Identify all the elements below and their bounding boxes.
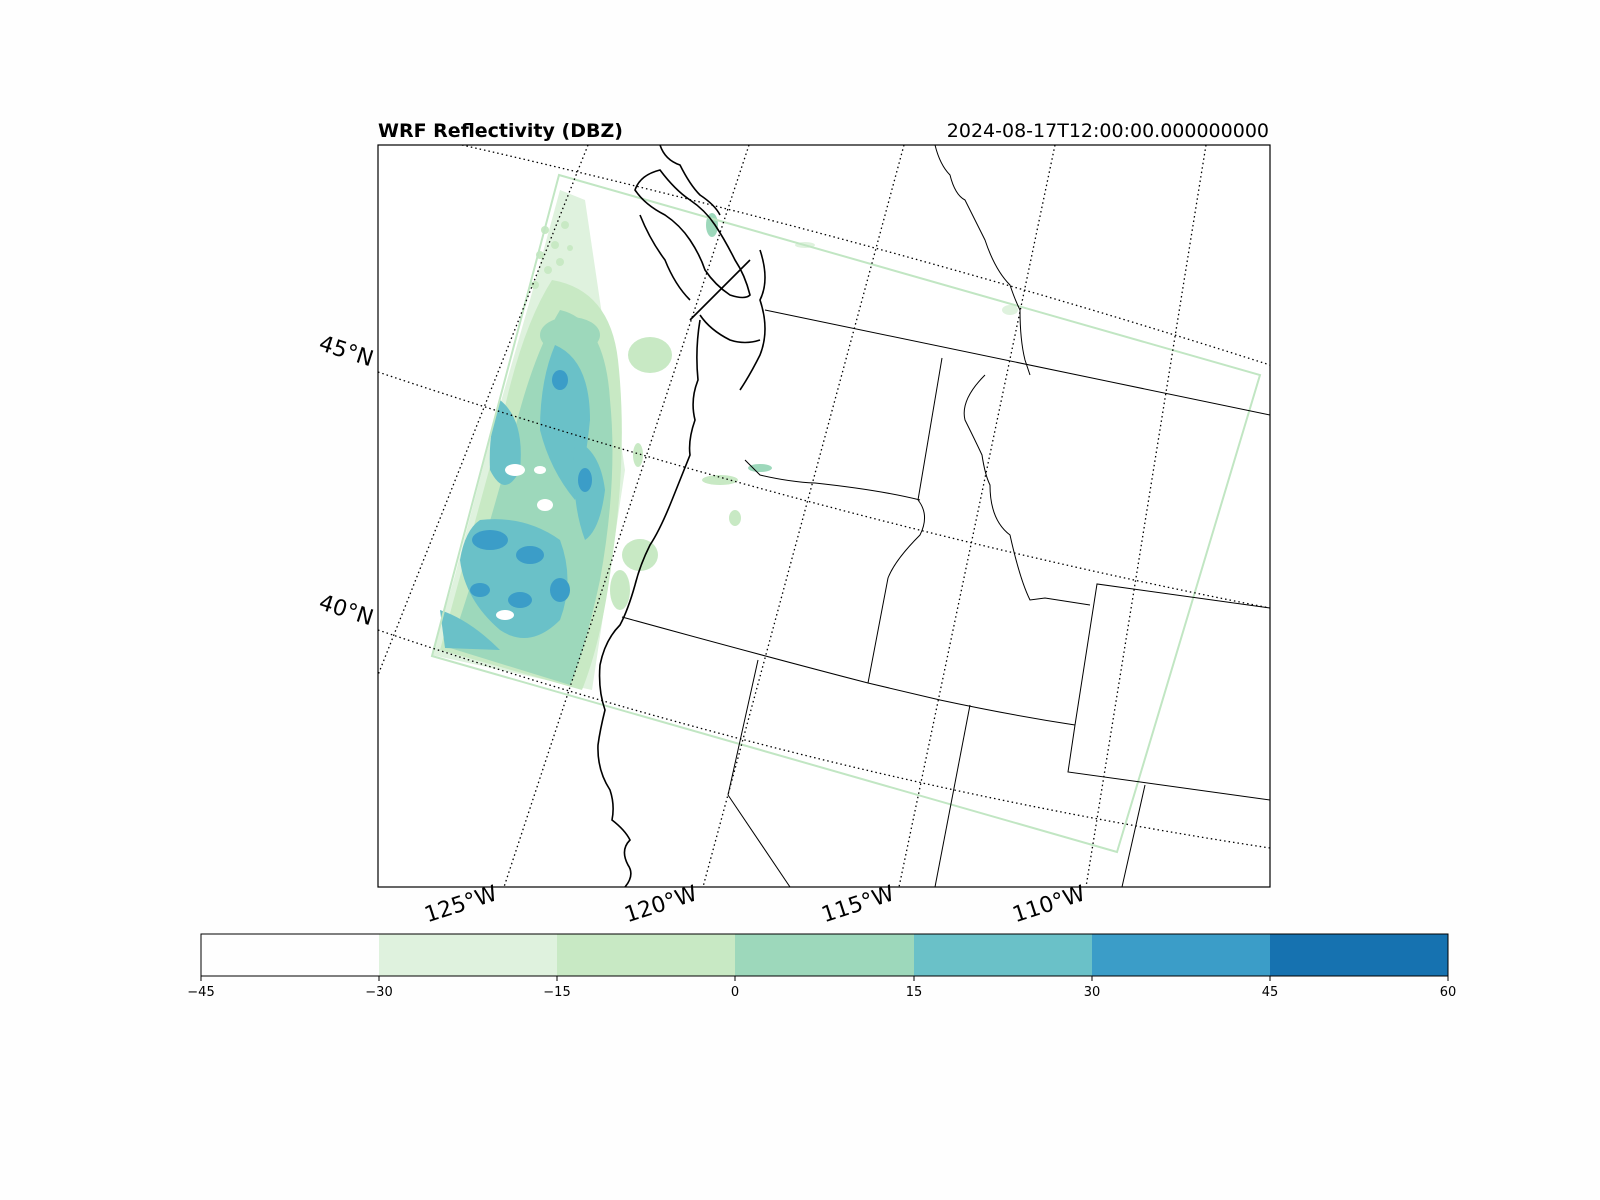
reflectivity-field xyxy=(432,190,1018,690)
lon-label-125w: 125°W xyxy=(422,881,501,928)
colorbar-segment xyxy=(735,934,914,976)
colorbar: −45 −30 −15 0 15 30 45 60 xyxy=(187,933,1457,1000)
lat-label-45n: 45°N xyxy=(316,331,376,372)
colorbar-tick: −45 xyxy=(187,985,214,1000)
lon-label-120w: 120°W xyxy=(622,881,701,928)
colorbar-tick: −30 xyxy=(365,985,392,1000)
domain-outline xyxy=(430,173,1262,854)
lon-label-115w: 115°W xyxy=(819,881,898,928)
map-panel xyxy=(378,145,1270,887)
colorbar-segment xyxy=(914,934,1092,976)
graticule xyxy=(378,145,1270,887)
colorbar-segment xyxy=(379,934,557,976)
puget-sound-coast xyxy=(689,249,766,391)
colorbar-segment xyxy=(1092,934,1270,976)
colorbar-tick: 30 xyxy=(1084,985,1101,1000)
colorbar-frame xyxy=(200,933,1449,977)
colorbar-tick: 45 xyxy=(1262,985,1279,1000)
coastline xyxy=(597,319,701,887)
colorbar-tick: 60 xyxy=(1440,985,1457,1000)
timestamp-label: 2024-08-17T12:00:00.000000000 xyxy=(947,120,1269,142)
lat-label-40n: 40°N xyxy=(316,590,376,631)
map-title: WRF Reflectivity (DBZ) xyxy=(378,120,623,142)
colorbar-segment xyxy=(1270,934,1448,976)
vancouver-island-coast xyxy=(634,169,751,299)
colorbar-segment xyxy=(557,934,735,976)
colorbar-tick: −15 xyxy=(543,985,570,1000)
political-borders xyxy=(621,145,1270,887)
colorbar-segment xyxy=(201,934,379,976)
colorbar-tick: 0 xyxy=(731,985,739,1000)
bc-mainland-coast xyxy=(639,145,721,301)
map-frame xyxy=(377,144,1271,888)
colorbar-tick: 15 xyxy=(906,985,923,1000)
lon-label-110w: 110°W xyxy=(1010,881,1089,928)
